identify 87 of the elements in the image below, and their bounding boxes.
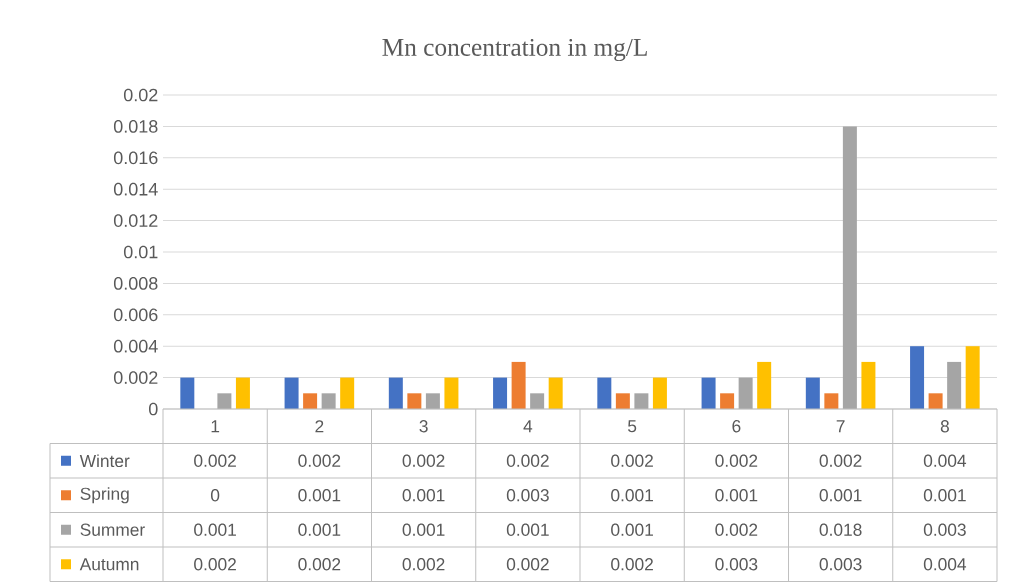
x-tick-label: 3 — [419, 420, 428, 433]
bar — [388, 377, 403, 410]
bar — [425, 393, 440, 410]
x-tick-label: 7 — [836, 420, 845, 433]
data-label: 0.002 — [402, 454, 445, 467]
data-label: 0.002 — [715, 454, 758, 467]
data-label: 0.002 — [819, 454, 862, 467]
y-tick-label: 0.01 — [123, 245, 158, 259]
data-label: 0.004 — [923, 454, 967, 467]
data-label: 0 — [210, 489, 220, 502]
y-tick-label: 0.002 — [113, 371, 158, 384]
data-label: 0.001 — [611, 523, 653, 536]
y-tick-label: 0.018 — [113, 120, 158, 133]
data-label: 0.002 — [194, 558, 236, 571]
bar — [180, 377, 195, 410]
data-label: 0.001 — [506, 523, 549, 536]
bar — [805, 377, 820, 410]
bar — [340, 377, 355, 410]
data-label: 0.002 — [506, 558, 549, 571]
x-tick-label: 5 — [628, 420, 637, 433]
data-label: 0.003 — [819, 558, 862, 571]
legend-label: Autumn — [79, 558, 139, 571]
x-tick-label: 8 — [940, 420, 949, 433]
x-tick-label: 4 — [523, 420, 533, 433]
data-label: 0.002 — [715, 523, 758, 536]
legend-label: Summer — [80, 523, 145, 536]
bar — [652, 377, 667, 410]
bar — [720, 393, 735, 410]
legend-label: Spring — [80, 487, 129, 504]
data-label: 0.004 — [923, 558, 967, 571]
bar — [217, 393, 232, 410]
data-label: 0.001 — [611, 489, 653, 502]
y-tick-label: 0.014 — [113, 182, 158, 196]
bar — [634, 393, 649, 410]
data-label: 0.002 — [402, 558, 445, 571]
data-label: 0.018 — [819, 523, 862, 536]
data-label: 0.001 — [402, 523, 445, 536]
bar — [615, 393, 630, 410]
data-label: 0.001 — [298, 489, 341, 502]
y-tick-label: 0.004 — [113, 339, 158, 353]
data-label: 0.003 — [715, 558, 758, 571]
bar — [738, 377, 753, 410]
bar — [493, 377, 508, 410]
bar — [701, 377, 716, 410]
data-label: 0.001 — [923, 489, 966, 502]
bar — [824, 393, 839, 410]
legend-label: Winter — [79, 454, 130, 468]
bar — [928, 393, 943, 410]
data-label: 0.002 — [611, 454, 653, 467]
y-tick-label: 0.006 — [113, 308, 158, 322]
y-tick-label: 0.008 — [113, 277, 158, 290]
bar — [284, 377, 299, 410]
data-label: 0.003 — [506, 489, 549, 502]
data-label: 0.003 — [923, 523, 966, 536]
bar — [910, 346, 925, 410]
data-label: 0.002 — [506, 454, 549, 467]
bar — [407, 393, 422, 410]
bar — [235, 377, 250, 410]
data-label: 0.002 — [298, 454, 341, 467]
data-label: 0.002 — [194, 454, 236, 467]
bar — [757, 361, 772, 410]
data-label: 0.002 — [611, 558, 653, 571]
y-tick-label: 0.012 — [113, 214, 158, 227]
data-label: 0.001 — [194, 523, 236, 536]
x-tick-label: 1 — [211, 420, 220, 433]
data-label: 0.001 — [819, 489, 862, 502]
data-label: 0.001 — [402, 489, 445, 502]
bar — [511, 361, 526, 410]
bar — [861, 361, 876, 410]
y-tick-label: 0.02 — [123, 88, 158, 102]
bar — [842, 126, 857, 410]
bar — [965, 346, 980, 410]
data-label: 0.002 — [298, 558, 341, 571]
bar — [303, 393, 318, 410]
bar — [444, 377, 459, 410]
bar — [597, 377, 612, 410]
bar — [321, 393, 336, 410]
chart-title: Mn concentration in mg/L — [382, 38, 647, 62]
bar — [548, 377, 563, 410]
y-tick-label: 0.016 — [113, 151, 158, 165]
x-tick-label: 6 — [732, 420, 741, 433]
x-tick-label: 2 — [315, 420, 324, 433]
bar — [947, 361, 962, 410]
y-tick-label: 0 — [148, 402, 158, 416]
data-label: 0.001 — [298, 523, 341, 536]
bar — [530, 393, 545, 410]
data-label: 0.001 — [715, 489, 758, 502]
